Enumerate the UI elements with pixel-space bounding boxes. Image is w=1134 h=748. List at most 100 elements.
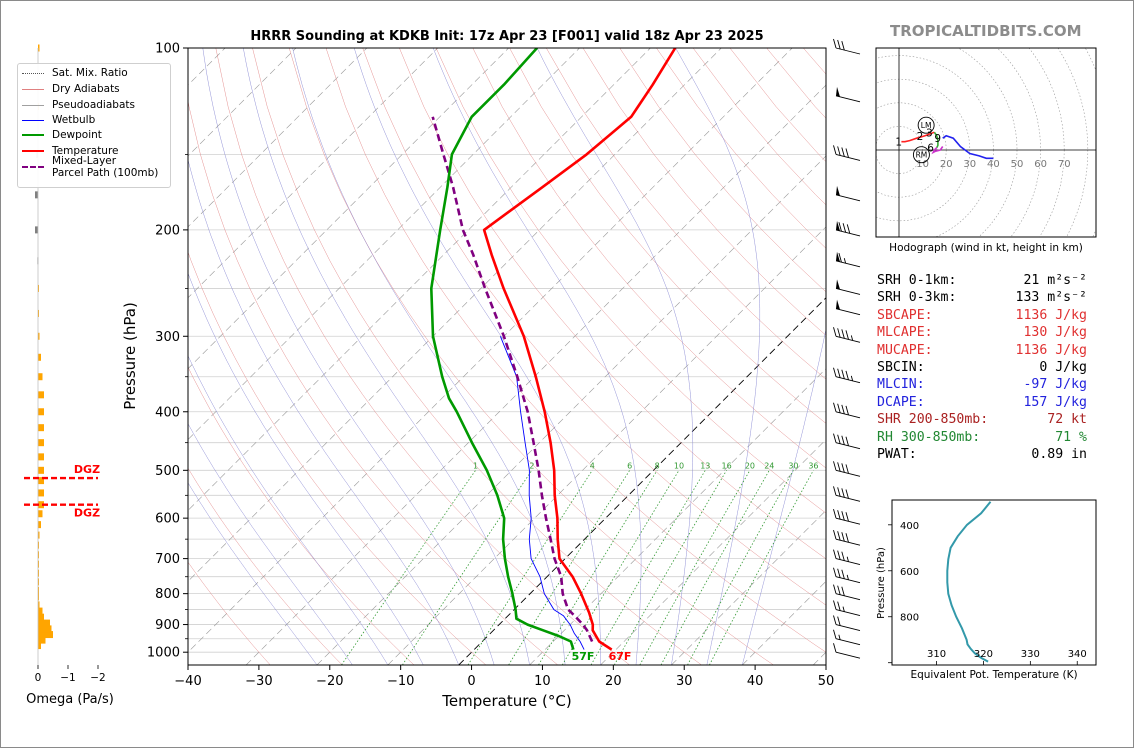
barb-full <box>833 461 837 471</box>
omega-bar <box>38 631 53 639</box>
hodo-ring-label: 70 <box>1058 159 1071 170</box>
omega-bar <box>38 613 44 621</box>
barb-half <box>850 335 854 341</box>
hodo-height-label: 6 <box>927 143 934 155</box>
x-tick-label: 40 <box>747 674 764 689</box>
moist-adiabat <box>742 328 826 665</box>
omega-bar <box>38 332 40 340</box>
barb-staff <box>835 609 861 616</box>
omega-tick-label: −2 <box>90 672 105 684</box>
isotherm <box>387 226 826 665</box>
stat-label: SBCAPE: <box>877 307 933 323</box>
mixing-ratio-line <box>613 470 727 665</box>
wind-barb <box>833 643 861 659</box>
hodo-ring-label: 20 <box>940 159 953 170</box>
theta-e-line <box>946 501 992 663</box>
barb-staff <box>835 651 861 659</box>
moist-adiabat <box>432 48 642 665</box>
omega-bar <box>38 510 43 518</box>
dgz-top-label: DGZ <box>74 463 100 476</box>
barb-full <box>845 436 849 446</box>
legend-swatch <box>22 166 44 168</box>
mixing-ratio-label: 8 <box>655 461 660 470</box>
surface-dewpoint-label: 57F <box>572 650 595 663</box>
barb-full <box>838 253 842 263</box>
hodo-segment <box>901 131 935 143</box>
legend-item: Mixed-Layer Parcel Path (100mb) <box>22 155 158 179</box>
dry-adiabat <box>215 48 630 665</box>
barb-full <box>837 462 841 472</box>
series-wetbulb <box>499 336 585 650</box>
wind-barb <box>833 486 861 502</box>
x-tick-label: −30 <box>245 674 272 689</box>
barb-full <box>833 629 837 639</box>
mixing-ratio-label: 30 <box>788 461 798 470</box>
legend-label: Wetbulb <box>52 114 96 126</box>
moist-adiabat <box>675 48 761 665</box>
dry-adiabat <box>188 366 415 665</box>
stat-row: MLCIN: -97 J/kg <box>877 376 1097 393</box>
barb-staff <box>835 95 861 103</box>
mixing-ratio-label: 1 <box>473 461 478 470</box>
dgz-bottom-label: DGZ <box>74 507 100 520</box>
barb-full <box>845 330 849 340</box>
omega-bar <box>38 489 44 497</box>
stat-value: 0 J/kg <box>1039 359 1087 375</box>
wind-barb <box>833 584 861 601</box>
barb-full <box>845 370 849 380</box>
omega-bar <box>38 642 41 650</box>
y-tick-label: 700 <box>155 552 180 567</box>
hodo-ring-label: 10 <box>916 159 929 170</box>
moist-adiabat <box>292 48 566 665</box>
barb-half <box>842 606 845 612</box>
dry-adiabat <box>288 48 774 665</box>
barb-full <box>837 585 841 595</box>
wind-barb <box>833 327 861 343</box>
barb-full <box>833 38 837 49</box>
barb-full <box>842 223 847 233</box>
skewt-panel: 1 2 4 6 8 10 13 16 20 24 30 36 10020030040050060070… <box>121 29 834 710</box>
barb-staff <box>835 47 861 55</box>
omega-bar <box>38 373 43 381</box>
moist-adiabat <box>353 48 601 665</box>
theta-e-frame <box>891 499 1097 666</box>
hodograph-frame <box>875 47 1097 238</box>
wind-barb <box>833 461 861 477</box>
barb-full <box>837 487 841 497</box>
hodo-height-label: 9 <box>934 133 941 145</box>
omega-bar <box>35 226 38 234</box>
stat-label: RH 300-850mb: <box>877 429 981 445</box>
hodo-marker-circle <box>912 146 930 164</box>
omega-bar <box>38 439 44 447</box>
mixing-ratio-line <box>590 470 706 665</box>
stat-value: -97 J/kg <box>1023 377 1087 393</box>
chart-legend: Sat. Mix. Ratio Dry Adiabats Pseudoadiabat… <box>17 63 171 188</box>
dry-adiabat <box>188 99 558 665</box>
barb-half <box>838 634 841 640</box>
legend-swatch <box>22 119 44 121</box>
moist-adiabat <box>243 48 530 665</box>
brand-watermark: TROPICALTIDBITS.COM <box>890 22 1082 40</box>
y-tick-label: 800 <box>155 587 180 602</box>
stat-value: 133 m²s⁻² <box>1015 290 1087 306</box>
hodograph-caption: Hodograph (wind in kt, height in km) <box>889 242 1083 254</box>
omega-bar <box>38 453 44 461</box>
barb-full <box>833 402 837 412</box>
isotherm <box>188 48 509 370</box>
mixing-ratio-line <box>538 470 658 665</box>
omega-bar <box>38 551 39 559</box>
stat-row: SRH 0-1km: 21 m²s⁻² <box>877 272 1097 289</box>
barb-half <box>843 258 847 264</box>
dry-adiabat <box>546 48 826 380</box>
barb-flag <box>836 279 840 290</box>
stat-row: SHR 200-850mb: 72 kt <box>877 411 1097 428</box>
dry-adiabat <box>509 48 826 424</box>
barb-flag <box>836 185 840 196</box>
legend-label: Temperature <box>52 145 119 157</box>
barb-full <box>845 512 849 522</box>
y-tick-label: 300 <box>155 330 180 345</box>
barb-full <box>841 569 845 579</box>
y-tick-label: 400 <box>155 405 180 420</box>
legend-label: Pseudoadiabats <box>52 99 135 111</box>
